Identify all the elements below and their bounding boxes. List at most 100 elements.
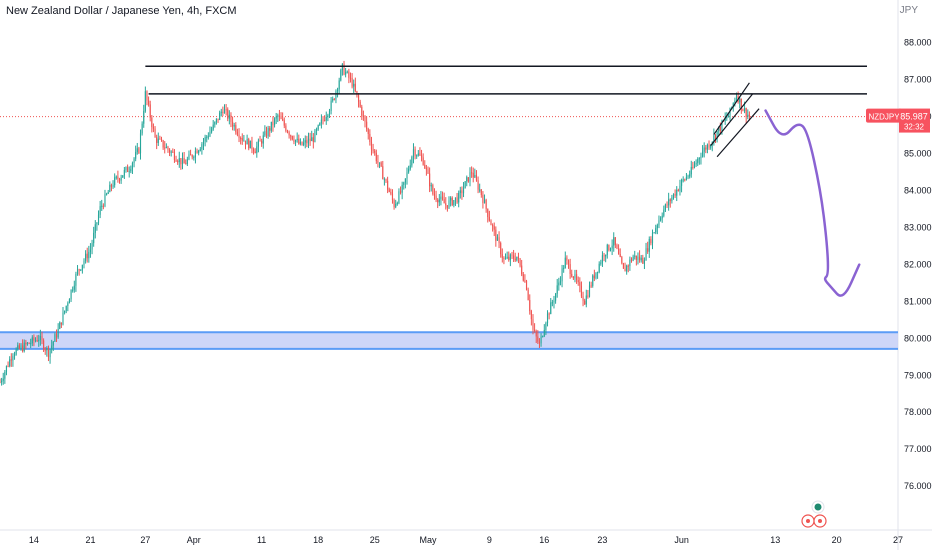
candle-body <box>684 179 686 181</box>
candle-body <box>22 345 24 351</box>
candle-body <box>277 115 279 117</box>
candle-body <box>396 202 398 204</box>
candle-body <box>532 319 534 330</box>
candle-body <box>299 141 301 144</box>
candle-body <box>614 237 616 245</box>
candle-body <box>540 336 542 344</box>
candle-body <box>618 248 620 255</box>
candle-body <box>198 150 200 154</box>
candle-body <box>622 263 624 269</box>
candle-body <box>367 128 369 134</box>
candle-body <box>464 181 466 189</box>
candle-body <box>477 180 479 190</box>
candle-body <box>317 125 319 130</box>
candle-body <box>165 146 167 148</box>
candle-body <box>330 100 332 111</box>
candle-body <box>133 158 135 164</box>
candle-body <box>719 126 721 131</box>
candle-body <box>411 156 413 166</box>
candle-body <box>393 200 395 208</box>
candle-body <box>68 299 71 304</box>
candle-body <box>223 109 226 114</box>
candle-body <box>123 170 125 176</box>
candle-body <box>446 205 448 208</box>
candle-body <box>542 336 544 338</box>
candle-body <box>110 184 113 187</box>
time-tick-label: 14 <box>29 535 39 545</box>
candle-body <box>697 158 699 163</box>
candle-body <box>708 144 710 148</box>
candle-body <box>398 191 400 203</box>
candle-body <box>676 189 678 196</box>
candle-body <box>702 151 704 157</box>
candle-body <box>608 244 610 251</box>
candle-body <box>600 262 602 264</box>
candle-body <box>102 205 104 207</box>
candle-body <box>256 146 258 154</box>
candle-body <box>106 193 108 195</box>
candle-body <box>238 134 240 138</box>
candle-body <box>202 141 205 145</box>
candle-body <box>640 257 642 261</box>
candle-body <box>651 232 654 244</box>
candle-body <box>346 71 348 73</box>
candle-body <box>175 159 177 162</box>
candle-body <box>482 194 484 204</box>
candle-body <box>1 380 3 383</box>
candle-body <box>17 345 19 350</box>
candle-body <box>361 106 363 116</box>
candle-body <box>353 83 355 87</box>
candle-body <box>527 289 529 301</box>
price-axis[interactable]: 76.000 77.000 78.000 79.000 80.000 81.000 82.0… <box>904 38 932 491</box>
candle-body <box>36 340 38 342</box>
candle-body <box>734 100 736 104</box>
price-tick-label: 88.000 <box>904 38 932 48</box>
candle-body <box>267 128 269 137</box>
candle-body <box>632 256 634 261</box>
candle-body <box>97 214 100 223</box>
candle-body <box>5 365 8 372</box>
candle-body <box>461 190 463 194</box>
candle-body <box>233 125 235 127</box>
candle-body <box>146 91 148 101</box>
candle-body <box>272 121 274 126</box>
time-tick-label: 23 <box>597 535 607 545</box>
candle-body <box>160 139 163 141</box>
candle-body <box>577 280 579 283</box>
tradingview-logo[interactable] <box>801 500 827 528</box>
candle-body <box>613 237 615 246</box>
candle-body <box>44 349 46 351</box>
candle-body <box>0 382 1 384</box>
candle-body <box>395 203 397 208</box>
candle-body <box>240 137 242 139</box>
candle-body <box>99 206 101 215</box>
candle-body <box>653 232 655 234</box>
candle-body <box>83 260 85 265</box>
candle-body <box>450 197 452 201</box>
candle-body <box>122 175 124 178</box>
candle-body <box>215 118 217 122</box>
candle-body <box>555 293 557 301</box>
candle-body <box>28 342 30 344</box>
time-axis[interactable]: 14 21 27 Apr 11 18 25 May 9 16 23 Jun 13 20 27 <box>29 535 903 545</box>
candle-body <box>307 138 310 144</box>
candle-body <box>519 258 521 266</box>
candle-body <box>264 131 266 136</box>
candle-body <box>193 157 195 159</box>
candles <box>0 60 750 386</box>
candle-body <box>714 135 717 139</box>
candle-body <box>303 142 305 145</box>
candle-body <box>30 343 32 345</box>
candle-body <box>114 177 116 186</box>
candle-body <box>296 138 298 141</box>
time-tick-label: 27 <box>893 535 903 545</box>
symbol-tag-label: NZDJPY <box>868 113 900 122</box>
candle-body <box>304 140 306 143</box>
candle-body <box>55 334 58 338</box>
last-price-label: 85.987 <box>900 112 928 122</box>
candle-body <box>748 114 750 117</box>
candle-body <box>196 150 198 154</box>
candle-body <box>671 197 673 202</box>
